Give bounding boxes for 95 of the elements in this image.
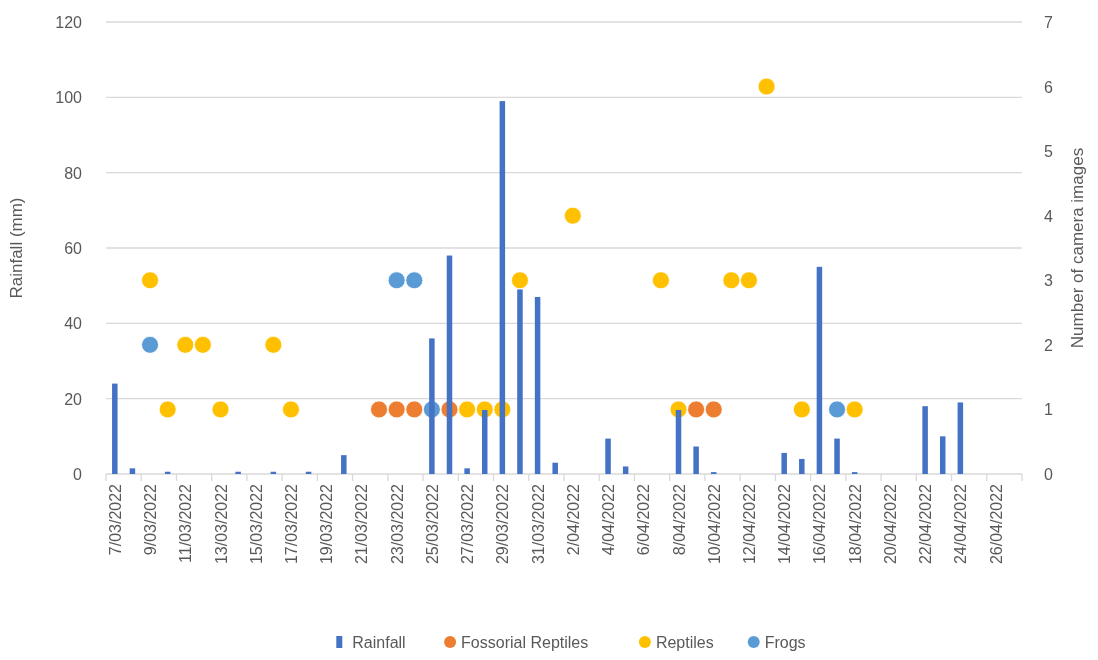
x-tick-label: 14/04/2022	[776, 483, 794, 565]
y-tick-label: 100	[55, 89, 83, 107]
x-tick-label: 22/04/2022	[917, 483, 935, 565]
bar	[605, 438, 611, 474]
point	[405, 400, 424, 419]
bar	[675, 409, 682, 474]
point	[792, 400, 811, 419]
x-tick-label: 15/03/2022	[247, 483, 265, 565]
x-tick-label: 18/04/2022	[846, 483, 864, 565]
point	[370, 400, 388, 419]
bar	[235, 471, 241, 474]
x-tick-label: 21/03/2022	[353, 483, 371, 565]
legend-label: Reptiles	[655, 634, 714, 651]
y2-tick-label: 2	[1044, 336, 1053, 354]
point	[387, 271, 406, 290]
bar	[112, 383, 118, 474]
bar	[446, 255, 453, 474]
point	[651, 271, 670, 290]
y-tick-label: 0	[73, 466, 83, 483]
point	[563, 206, 582, 225]
bar	[464, 468, 470, 474]
point	[828, 400, 846, 419]
x-tick-label: 8/04/2022	[670, 483, 688, 556]
x-tick-label: 2/04/2022	[564, 483, 582, 556]
x-tick-label: 19/03/2022	[318, 483, 336, 565]
y-tick-label: 120	[55, 14, 83, 31]
x-tick-label: 25/03/2022	[423, 483, 441, 565]
point	[193, 335, 212, 354]
x-tick-label: 24/04/2022	[952, 483, 970, 565]
y2-tick-label: 1	[1044, 401, 1053, 419]
point	[405, 271, 424, 290]
bar	[957, 402, 964, 474]
point	[458, 400, 477, 419]
y2-tick-label: 3	[1044, 272, 1053, 290]
y-tick-label: 20	[64, 390, 83, 408]
y-tick-label: 60	[64, 240, 83, 257]
x-tick-label: 20/04/2022	[881, 483, 899, 565]
bar	[693, 446, 699, 474]
point	[211, 400, 230, 419]
x-tick-label: 23/03/2022	[388, 483, 406, 565]
bar	[341, 455, 347, 474]
x-tick-label: 12/04/2022	[740, 483, 758, 565]
point	[176, 335, 195, 354]
bar	[799, 458, 805, 474]
y2-axis-title: Number of camera images	[1068, 147, 1087, 349]
x-tick-label: 6/04/2022	[635, 483, 653, 556]
x-tick-label: 13/03/2022	[212, 483, 230, 565]
y2-tick-label: 5	[1044, 143, 1053, 161]
bar	[834, 438, 840, 474]
bar	[816, 266, 823, 474]
point	[141, 335, 159, 354]
point	[757, 77, 776, 96]
point	[704, 400, 723, 419]
point	[845, 400, 864, 419]
x-tick-label: 7/03/2022	[106, 483, 124, 556]
x-tick-label: 17/03/2022	[282, 483, 300, 565]
y2-tick-label: 6	[1044, 78, 1053, 96]
x-tick-label: 9/03/2022	[142, 483, 160, 556]
point	[387, 400, 406, 419]
y-axis-title: Rainfall (mm)	[7, 197, 26, 299]
x-tick-label: 27/03/2022	[459, 483, 477, 565]
legend-label: Frogs	[764, 634, 806, 651]
x-tick-label: 16/04/2022	[811, 483, 829, 565]
bar	[552, 462, 558, 474]
y2-tick-label: 4	[1044, 207, 1053, 225]
legend-label: Rainfall	[352, 634, 406, 651]
x-tick-label: 26/04/2022	[987, 483, 1005, 565]
y2-tick-label: 0	[1044, 466, 1053, 483]
bar	[129, 468, 136, 474]
bar	[429, 338, 435, 474]
x-tick-label: 4/04/2022	[600, 483, 618, 556]
bar	[939, 436, 946, 474]
bar	[622, 466, 629, 474]
point	[511, 271, 529, 290]
bar	[781, 452, 787, 474]
bar	[534, 296, 541, 474]
point	[722, 271, 741, 290]
x-tick-label: 10/04/2022	[705, 483, 723, 565]
point	[740, 271, 758, 290]
x-tick-label: 29/03/2022	[494, 483, 512, 565]
x-tick-label: 11/03/2022	[177, 483, 195, 563]
y-tick-label: 80	[64, 164, 83, 182]
bar	[499, 101, 506, 474]
bar	[481, 409, 488, 474]
legend-label: Fossorial Reptiles	[461, 634, 589, 651]
point	[158, 400, 177, 419]
bar	[922, 406, 928, 474]
y-tick-label: 40	[64, 315, 83, 333]
x-tick-label: 31/03/2022	[529, 483, 547, 565]
y2-tick-label: 7	[1044, 14, 1053, 31]
point	[141, 271, 159, 290]
point	[687, 400, 706, 419]
point	[282, 400, 300, 419]
bar	[517, 289, 523, 474]
point	[264, 335, 283, 354]
